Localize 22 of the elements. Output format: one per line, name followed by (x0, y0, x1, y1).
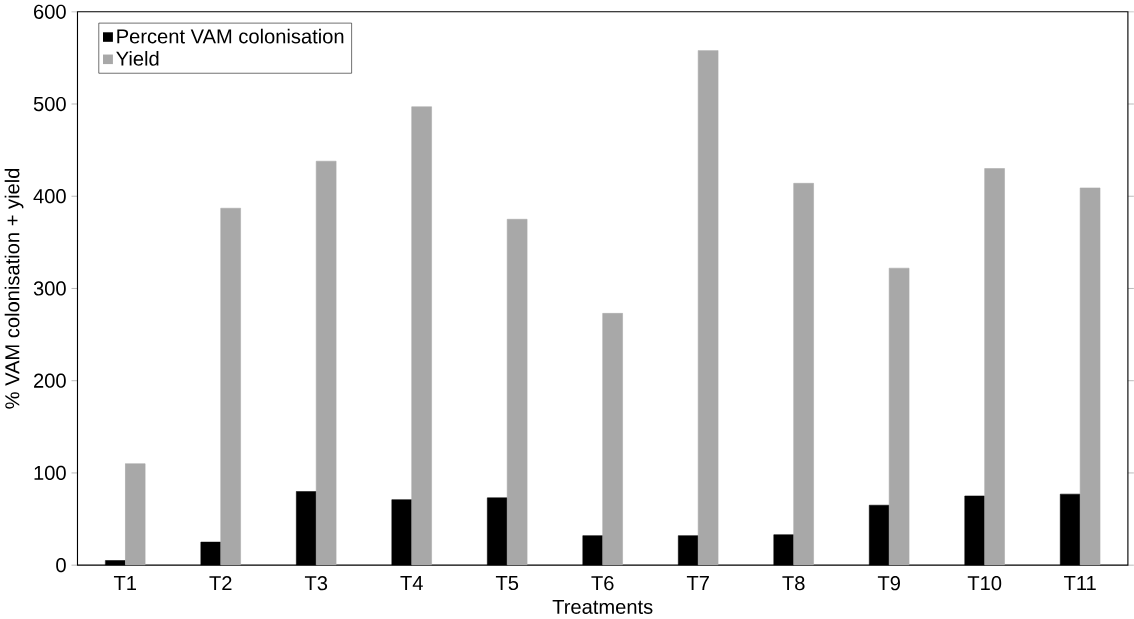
x-tick-label: T5 (495, 576, 519, 591)
legend-label: Percent VAM colonisation (117, 28, 344, 44)
x-tick-label: T2 (209, 576, 232, 591)
x-axis-title: Treatments (552, 600, 653, 615)
x-tick-label: T8 (782, 576, 805, 591)
x-tick-label: T3 (304, 576, 328, 591)
y-tick-label: 100 (34, 466, 66, 481)
y-tick-label: 500 (33, 97, 66, 112)
x-tick-label: T10 (967, 576, 1002, 591)
x-tick-label: T9 (877, 576, 900, 591)
y-axis-title: % VAM colonisation + yield (4, 169, 24, 409)
x-tick-label: T6 (591, 576, 614, 591)
x-tick-label: T11 (1064, 576, 1096, 591)
y-tick-label: 0 (56, 558, 66, 573)
x-tick-label: T7 (686, 576, 709, 591)
y-tick-label: 400 (33, 189, 66, 204)
y-tick-label: 300 (33, 281, 66, 296)
x-tick-label: T4 (400, 576, 423, 591)
x-tick-label: T1 (113, 576, 136, 591)
legend-label: Yield (116, 51, 159, 66)
y-tick-label: 600 (34, 4, 66, 20)
y-tick-label: 200 (34, 373, 66, 389)
